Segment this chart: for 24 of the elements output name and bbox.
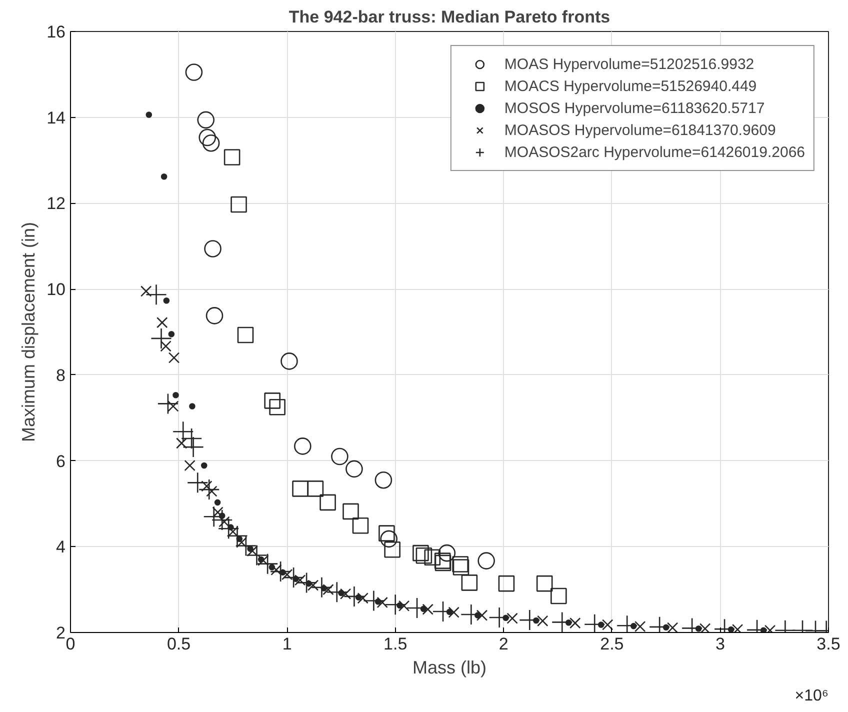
y-tick-label: 14 xyxy=(46,108,66,128)
x-tick-label: 0 xyxy=(66,634,76,654)
x-tick-label: 1.5 xyxy=(384,634,408,654)
legend-label: MOAS Hypervolume=51202516.9932 xyxy=(504,56,754,72)
legend-label: MOACS Hypervolume=51526940.449 xyxy=(504,78,757,94)
y-tick-label: 6 xyxy=(56,452,66,471)
x-tick-label: 1 xyxy=(282,634,292,654)
x-tick-label: 3.5 xyxy=(816,634,840,654)
y-tick-label: 12 xyxy=(46,194,66,214)
legend-label: MOASOS Hypervolume=61841370.9609 xyxy=(504,122,776,138)
y-tick-label: 10 xyxy=(46,280,66,300)
x-tick-label: 3 xyxy=(715,634,725,654)
y-axis-title: Maximum displacement (in) xyxy=(18,222,39,442)
chart-title: The 942-bar truss: Median Pareto fronts xyxy=(288,8,610,26)
x-tick-label: 2 xyxy=(498,634,508,654)
legend-label: MOSOS Hypervolume=61183620.5717 xyxy=(504,100,765,116)
y-tick-label: 4 xyxy=(56,538,66,557)
x-tick-label: 2.5 xyxy=(600,634,624,654)
y-tick-label: 16 xyxy=(46,22,66,42)
x-axis-title: Mass (lb) xyxy=(412,658,487,678)
y-tick-label: 8 xyxy=(56,366,66,385)
x-tick-label: 0.5 xyxy=(166,634,191,654)
text: ×10⁶ xyxy=(794,688,829,704)
legend-label: MOASOS2arc Hypervolume=61426019.2066 xyxy=(504,144,805,160)
